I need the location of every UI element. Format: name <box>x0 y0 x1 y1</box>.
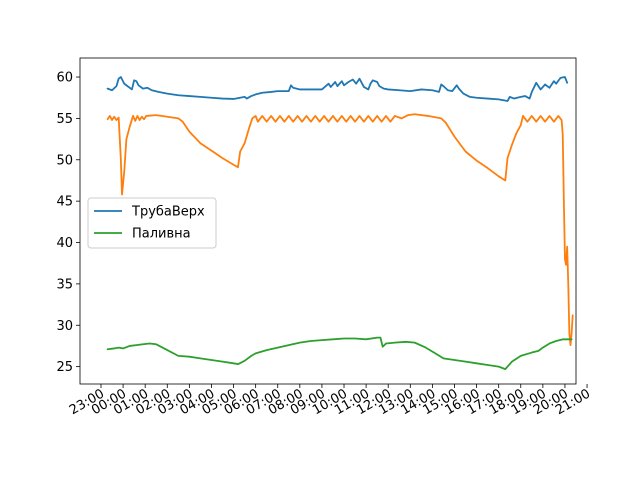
legend-label: Паливна <box>132 227 191 242</box>
y-axis: 25 30 35 40 45 50 55 60 <box>56 71 80 375</box>
y-tick-label: 40 <box>56 236 73 251</box>
y-tick-label: 60 <box>56 71 73 86</box>
y-tick-label: 50 <box>56 153 73 168</box>
series-line-2 <box>106 336 573 371</box>
legend: ТрубаВерх Паливна <box>87 197 217 249</box>
y-tick-label: 55 <box>56 112 73 127</box>
y-tick-label: 30 <box>56 319 73 334</box>
legend-label: ТрубаВерх <box>131 205 205 220</box>
series-line-0 <box>106 76 569 102</box>
series-line-1 <box>106 113 574 347</box>
y-tick-label: 35 <box>56 277 73 292</box>
plot-frame <box>79 57 577 385</box>
series-layer <box>106 76 574 371</box>
y-tick-label: 25 <box>56 360 73 375</box>
y-tick-label: 45 <box>56 195 73 210</box>
